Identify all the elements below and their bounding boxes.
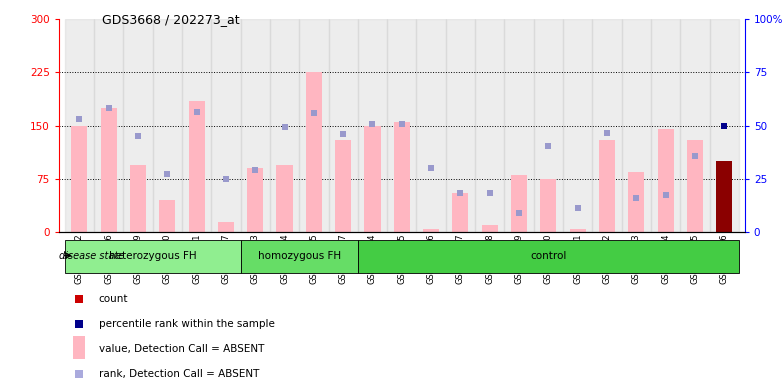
Text: value, Detection Call = ABSENT: value, Detection Call = ABSENT — [99, 344, 264, 354]
Bar — [423, 229, 439, 232]
Bar — [94, 19, 123, 232]
Bar — [247, 169, 263, 232]
Bar — [387, 19, 416, 232]
Bar — [717, 161, 732, 232]
Text: control: control — [530, 251, 567, 261]
Bar — [365, 126, 380, 232]
Bar — [270, 19, 299, 232]
Bar — [306, 73, 322, 232]
Bar — [416, 19, 446, 232]
Bar — [504, 19, 534, 232]
Bar — [622, 19, 651, 232]
Bar — [394, 122, 410, 232]
Bar — [100, 108, 117, 232]
Bar — [277, 165, 292, 232]
Bar — [328, 19, 358, 232]
Text: GDS3668 / 202273_at: GDS3668 / 202273_at — [102, 13, 240, 26]
Bar — [563, 19, 593, 232]
Text: percentile rank within the sample: percentile rank within the sample — [99, 319, 274, 329]
Bar — [211, 19, 241, 232]
Bar — [475, 19, 504, 232]
Bar — [628, 172, 644, 232]
FancyBboxPatch shape — [241, 240, 358, 273]
Bar — [241, 19, 270, 232]
Bar — [534, 19, 563, 232]
Bar — [71, 126, 87, 232]
Bar — [64, 19, 94, 232]
Bar — [153, 19, 182, 232]
Bar — [218, 222, 234, 232]
Bar — [188, 101, 205, 232]
Bar — [658, 129, 673, 232]
Bar — [599, 140, 615, 232]
Bar — [72, 336, 85, 359]
Bar — [182, 19, 211, 232]
Bar — [452, 193, 469, 232]
Bar — [123, 19, 153, 232]
Bar — [511, 175, 527, 232]
Bar — [681, 19, 710, 232]
Text: disease state: disease state — [59, 251, 125, 261]
Bar — [687, 140, 703, 232]
Text: count: count — [99, 294, 128, 304]
Bar — [540, 179, 557, 232]
Bar — [710, 19, 739, 232]
Bar — [159, 200, 176, 232]
Bar — [130, 165, 146, 232]
Bar — [335, 140, 351, 232]
Bar — [446, 19, 475, 232]
Text: rank, Detection Call = ABSENT: rank, Detection Call = ABSENT — [99, 369, 259, 379]
Bar — [570, 229, 586, 232]
Text: homozygous FH: homozygous FH — [258, 251, 341, 261]
Bar — [299, 19, 328, 232]
FancyBboxPatch shape — [358, 240, 739, 273]
FancyBboxPatch shape — [64, 240, 241, 273]
Text: heterozygous FH: heterozygous FH — [109, 251, 197, 261]
Bar — [481, 225, 498, 232]
Bar — [358, 19, 387, 232]
Bar — [651, 19, 681, 232]
Bar — [593, 19, 622, 232]
